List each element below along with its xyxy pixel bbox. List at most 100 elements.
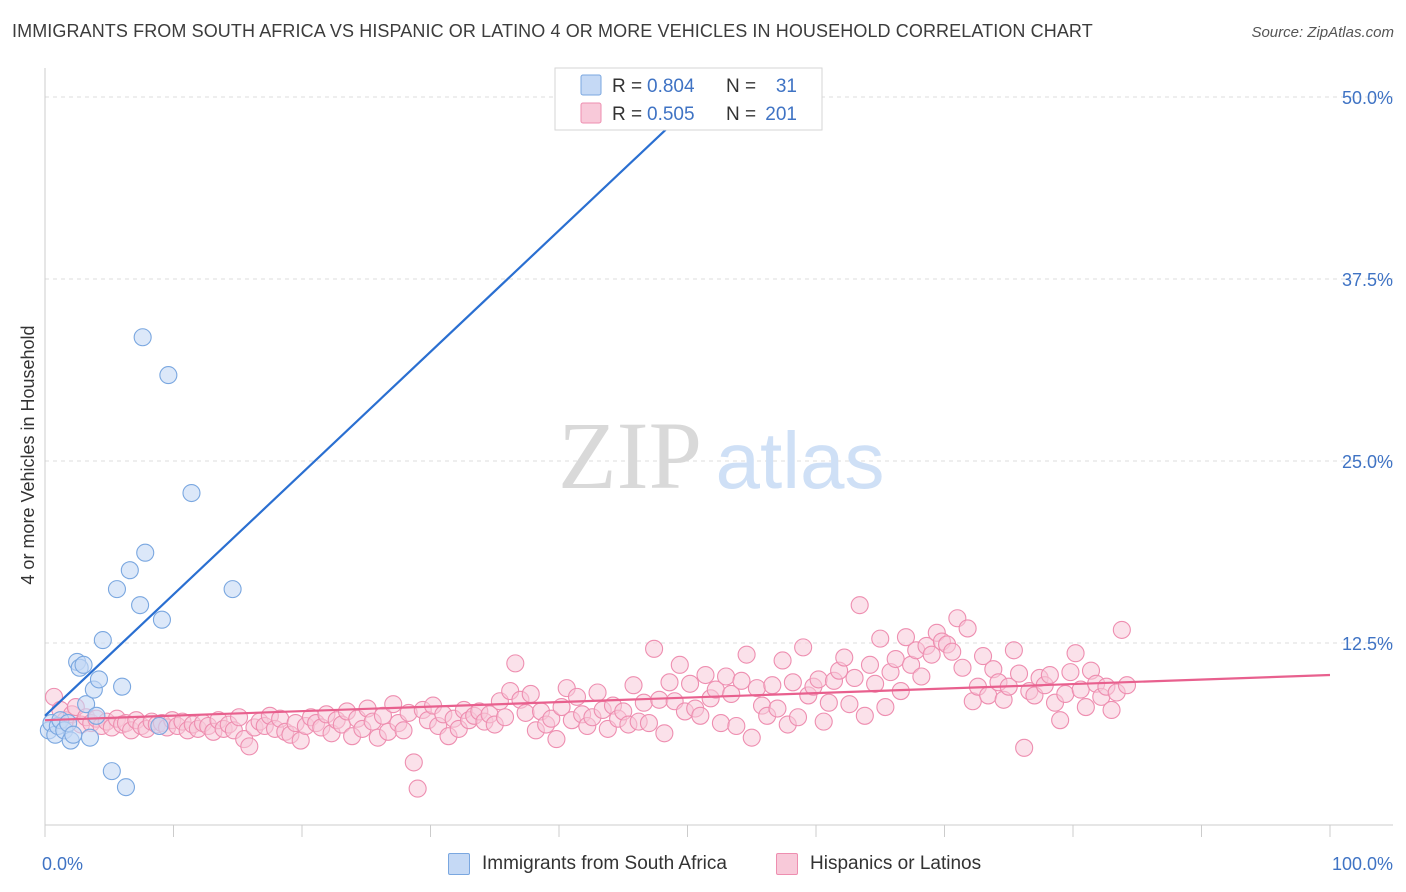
point-hispanics-136 xyxy=(742,728,761,747)
legend-item-south-africa: Immigrants from South Africa xyxy=(448,853,727,875)
point-hispanics-145 xyxy=(788,708,808,727)
point-hispanics-135 xyxy=(737,645,756,664)
watermark-atlas: atlas xyxy=(716,416,885,505)
point-hispanics-162 xyxy=(876,698,895,717)
point-hispanics-160 xyxy=(866,674,885,693)
point-hispanics-194 xyxy=(1040,665,1059,685)
point-south-africa-20 xyxy=(113,677,132,696)
point-south-africa-26 xyxy=(150,716,169,736)
point-hispanics-149 xyxy=(809,670,828,689)
point-hispanics-124 xyxy=(681,674,700,693)
point-south-africa-15 xyxy=(87,706,106,725)
point-hispanics-150 xyxy=(814,712,833,731)
legend-r-label-2: R = xyxy=(612,104,642,125)
point-south-africa-24 xyxy=(133,328,152,347)
point-hispanics-90 xyxy=(506,654,525,673)
point-hispanics-171 xyxy=(922,645,941,664)
point-hispanics-140 xyxy=(763,676,782,695)
point-hispanics-159 xyxy=(860,655,880,674)
point-hispanics-197 xyxy=(1056,684,1075,704)
point-hispanics-151 xyxy=(819,693,838,712)
point-hispanics-156 xyxy=(845,668,864,687)
point-hispanics-166 xyxy=(896,628,916,647)
point-hispanics-198 xyxy=(1061,663,1080,682)
point-hispanics-116 xyxy=(639,714,659,733)
point-hispanics-144 xyxy=(783,673,802,692)
point-hispanics-131 xyxy=(716,667,736,686)
legend-item-hispanics: Hispanics or Latinos xyxy=(776,853,981,875)
legend-n-label-1: N = xyxy=(726,76,756,97)
point-hispanics-188 xyxy=(1009,664,1029,683)
watermark-zip: ZIP xyxy=(558,402,702,509)
point-hispanics-127 xyxy=(696,665,715,685)
point-hispanics-71 xyxy=(408,779,427,798)
legend-label-south-africa: Immigrants from South Africa xyxy=(482,853,727,874)
point-hispanics-126 xyxy=(691,706,710,725)
point-south-africa-27 xyxy=(152,610,171,629)
point-hispanics-115 xyxy=(634,693,653,712)
source-label: Source: ZipAtlas.com xyxy=(1251,24,1394,41)
point-hispanics-154 xyxy=(835,648,854,667)
point-hispanics-181 xyxy=(973,647,993,666)
point-hispanics-93 xyxy=(521,684,540,704)
point-hispanics-158 xyxy=(855,706,874,725)
grid-lines xyxy=(45,96,1393,644)
legend-label-hispanics: Hispanics or Latinos xyxy=(810,853,982,874)
point-south-africa-25 xyxy=(136,543,155,562)
point-hispanics-132 xyxy=(722,684,741,704)
legend-swatch-hispanics xyxy=(776,853,798,875)
point-hispanics-134 xyxy=(732,671,751,690)
point-hispanics-187 xyxy=(1004,641,1023,660)
x-tick-label-min: 0.0% xyxy=(42,854,83,874)
point-hispanics-157 xyxy=(850,596,869,615)
point-hispanics-106 xyxy=(588,683,607,702)
point-hispanics-68 xyxy=(394,721,413,740)
point-hispanics-113 xyxy=(624,676,643,695)
point-south-africa-22 xyxy=(120,561,139,580)
legend-n-value-1: 31 xyxy=(776,76,797,97)
point-hispanics-146 xyxy=(794,638,813,657)
point-south-africa-13 xyxy=(80,728,100,747)
point-south-africa-29 xyxy=(182,483,201,503)
point-hispanics-142 xyxy=(773,651,792,670)
point-south-africa-17 xyxy=(93,631,112,650)
legend-n-label-2: N = xyxy=(726,104,756,125)
point-hispanics-164 xyxy=(886,649,905,669)
trend-lines xyxy=(44,96,1331,722)
point-hispanics-97 xyxy=(542,709,561,728)
point-hispanics-189 xyxy=(1015,738,1034,757)
point-hispanics-122 xyxy=(670,655,689,674)
legend-n-value-2: 201 xyxy=(765,104,797,125)
point-hispanics-66 xyxy=(384,695,403,714)
point-south-africa-28 xyxy=(159,366,178,385)
y-axis-label: 4 or more Vehicles in Household xyxy=(18,325,38,584)
trend-line-hispanics xyxy=(44,673,1331,722)
point-south-africa-8 xyxy=(64,725,83,744)
point-hispanics-201 xyxy=(1076,698,1095,717)
point-hispanics-175 xyxy=(943,642,962,661)
point-south-africa-21 xyxy=(116,778,136,797)
point-hispanics-133 xyxy=(727,716,746,736)
point-hispanics-196 xyxy=(1051,711,1070,730)
point-hispanics-102 xyxy=(567,687,587,706)
y-tick-label-3: 50.0% xyxy=(1342,88,1393,108)
legend-swatch-south-africa xyxy=(448,853,470,875)
point-hispanics-208 xyxy=(1112,620,1131,639)
trend-line-south-africa xyxy=(44,96,702,717)
y-tick-label-1: 25.0% xyxy=(1342,452,1393,472)
point-hispanics-199 xyxy=(1066,644,1085,663)
point-hispanics-155 xyxy=(840,695,859,714)
bottom-legend: Immigrants from South Africa Hispanics o… xyxy=(0,850,1406,880)
legend-r-value-2: 0.505 xyxy=(647,104,695,125)
point-hispanics-88 xyxy=(495,708,515,727)
point-hispanics-169 xyxy=(912,667,931,686)
point-hispanics-161 xyxy=(871,629,890,648)
point-south-africa-11 xyxy=(74,655,93,674)
axes xyxy=(44,68,1393,837)
series-south-africa-points xyxy=(39,328,242,797)
point-hispanics-130 xyxy=(711,714,730,733)
legend-r-value-1: 0.804 xyxy=(647,76,695,97)
series-hispanics-points xyxy=(44,596,1137,798)
point-hispanics-119 xyxy=(655,724,674,743)
